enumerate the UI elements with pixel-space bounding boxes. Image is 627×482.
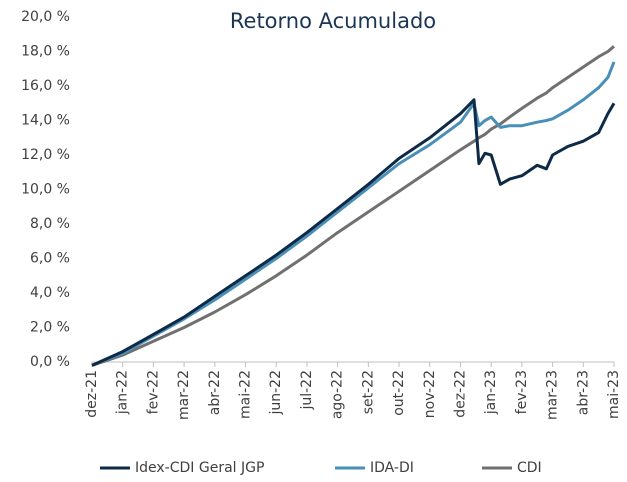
x-tick-label: mai-22 [238, 370, 254, 419]
series-line [91, 98, 616, 367]
x-tick-label: jan-22 [115, 370, 131, 415]
y-tick-label: 20,0 % [21, 9, 70, 25]
x-tick-label: jun-22 [268, 370, 284, 416]
x-tick-label: mai-23 [606, 370, 622, 419]
series-line [91, 61, 616, 367]
y-tick-label: 16,0 % [21, 78, 70, 94]
y-tick-label: 0,0 % [30, 354, 70, 370]
x-tick-label: set-22 [360, 370, 376, 414]
y-tick-label: 18,0 % [21, 44, 70, 60]
x-tick-label: mar-22 [176, 370, 192, 420]
x-tick-label: jan-23 [483, 370, 499, 415]
x-tick-label: dez-22 [452, 370, 468, 418]
x-tick-label: dez-21 [84, 370, 100, 418]
y-tick-label: 12,0 % [21, 147, 70, 163]
legend-label: Idex-CDI Geral JGP [135, 460, 264, 476]
series-line [91, 45, 615, 367]
x-tick-label: abr-23 [575, 370, 591, 415]
y-tick-label: 4,0 % [30, 285, 70, 301]
legend-label: IDA-DI [370, 460, 414, 476]
x-tick-label: out-22 [391, 370, 407, 416]
y-tick-label: 10,0 % [21, 182, 70, 198]
x-tick-label: fev-22 [145, 370, 161, 414]
x-tick-label: mar-23 [545, 370, 561, 420]
x-tick-label: ago-22 [330, 370, 346, 419]
chart-title: Retorno Acumulado [230, 9, 436, 33]
x-tick-label: fev-23 [514, 370, 530, 414]
y-tick-label: 6,0 % [30, 251, 70, 267]
x-tick-label: abr-22 [207, 370, 223, 415]
x-tick-label: jul-22 [299, 370, 315, 411]
y-tick-label: 2,0 % [30, 320, 70, 336]
y-tick-label: 8,0 % [30, 216, 70, 232]
x-tick-label: nov-22 [422, 370, 438, 418]
legend-label: CDI [517, 460, 542, 476]
y-tick-label: 14,0 % [21, 113, 70, 129]
